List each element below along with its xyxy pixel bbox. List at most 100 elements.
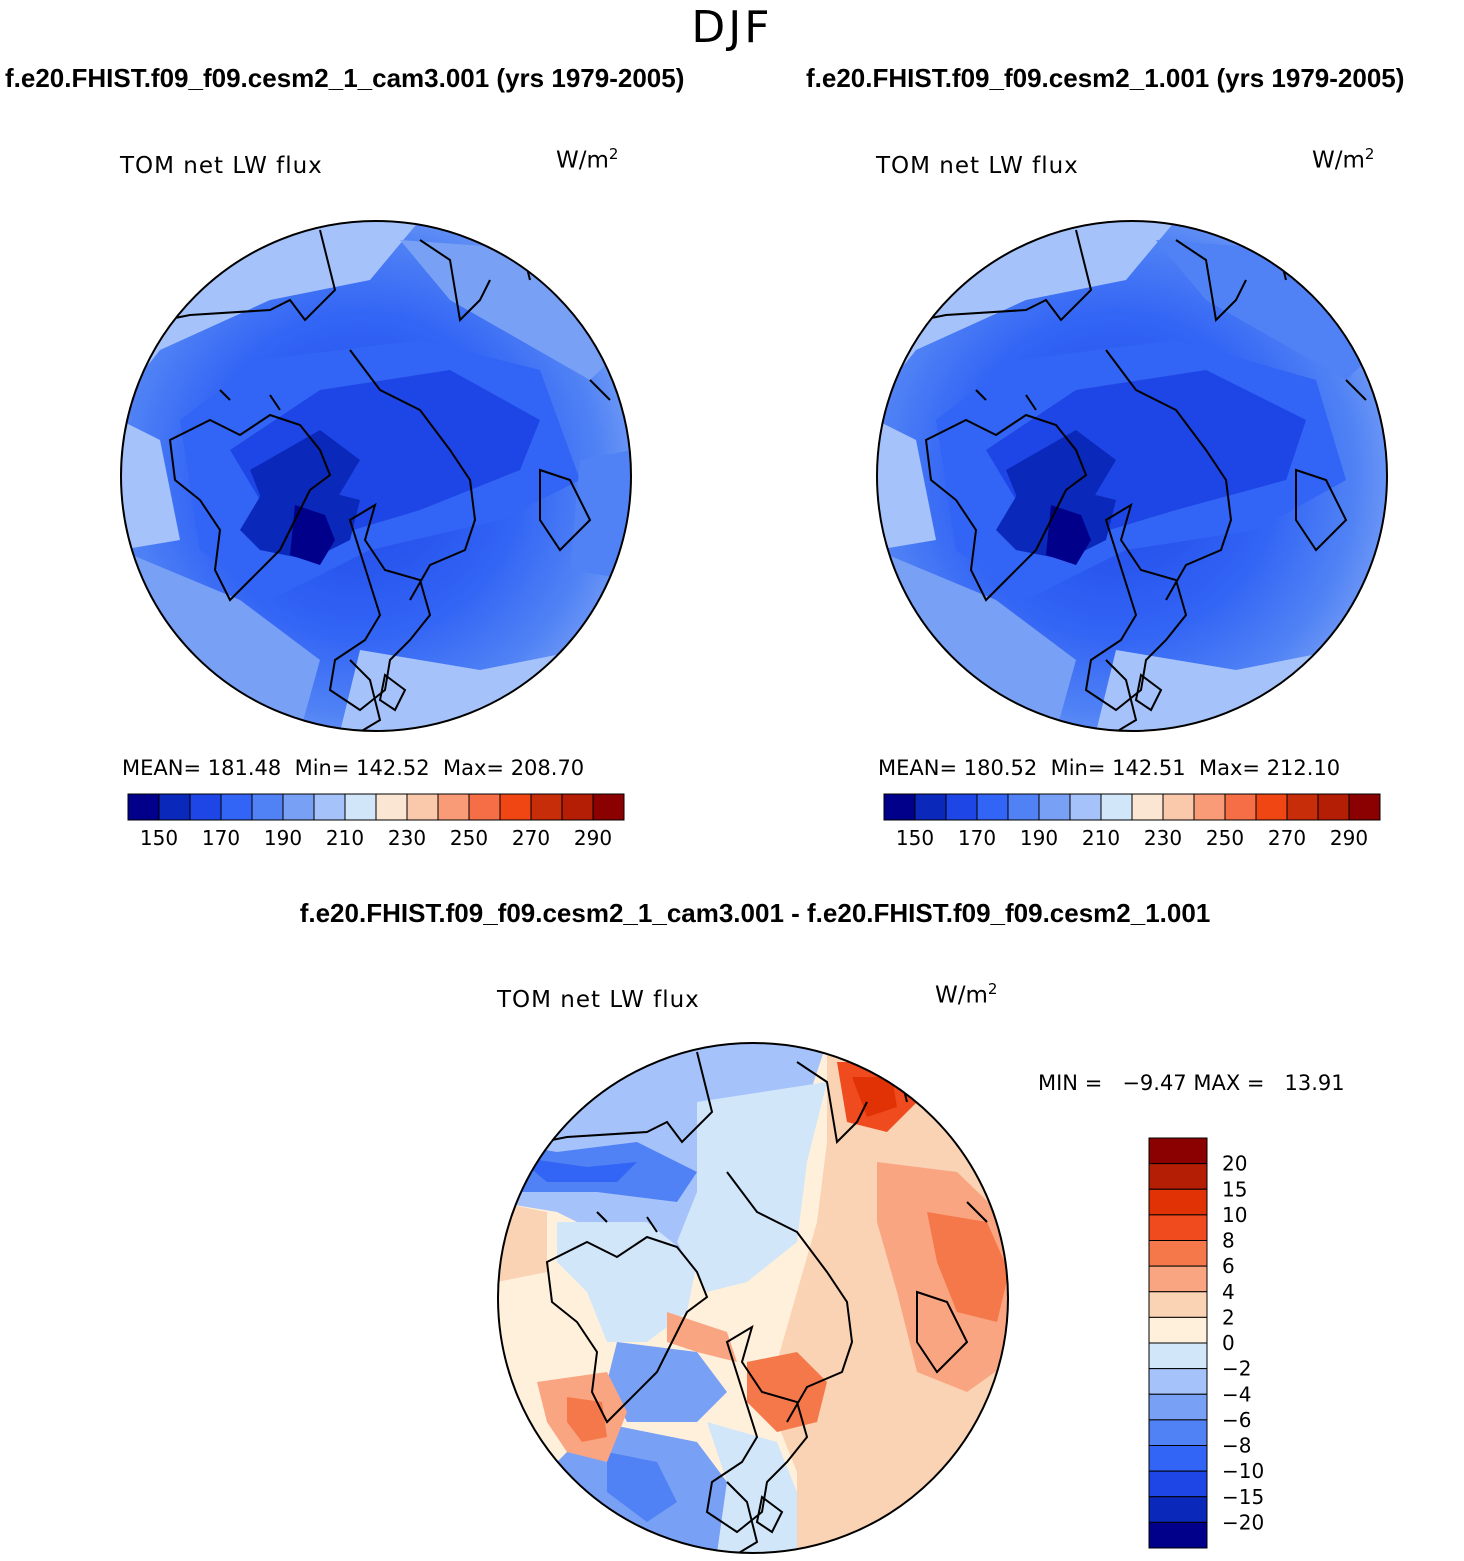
colorbar-tick-label: −20 xyxy=(1222,1510,1264,1534)
colorbar-tick-label: −2 xyxy=(1222,1357,1251,1381)
panel-1-polar-map xyxy=(120,220,632,732)
panel-2-min-label: Min= xyxy=(1050,756,1106,780)
panel-2-min-value: 142.51 xyxy=(1112,756,1186,780)
panel-2-colorbar: 150 170 190 210 230 250 270 290 xyxy=(883,793,1381,850)
season-title: DJF xyxy=(691,2,773,53)
colorbar-box xyxy=(592,793,625,821)
panel-2-case-title: f.e20.FHIST.f09_f09.cesm2_1.001 (yrs 197… xyxy=(806,63,1405,93)
colorbar-box xyxy=(313,793,346,821)
colorbar-box xyxy=(251,793,284,821)
colorbar-box xyxy=(530,793,563,821)
colorbar-box xyxy=(189,793,222,821)
panel-1-units: W/m2 xyxy=(556,145,619,174)
colorbar-box xyxy=(1148,1342,1208,1370)
panel-2-mean-label: MEAN= xyxy=(878,756,958,780)
colorbar-box xyxy=(1148,1291,1208,1318)
colorbar-box xyxy=(158,793,191,821)
panel-2-stats: MEAN= 180.52 Min= 142.51 Max= 212.10 xyxy=(878,756,1340,780)
panel-1-mean-value: 181.48 xyxy=(207,756,282,780)
colorbar-box xyxy=(437,793,470,821)
colorbar-box xyxy=(1148,1470,1208,1498)
panel-2-variable-label: TOM net LW flux xyxy=(876,153,1079,179)
colorbar-tick-label: −15 xyxy=(1222,1485,1264,1509)
colorbar-tick-label: 170 xyxy=(958,826,996,850)
colorbar-box xyxy=(1131,793,1164,821)
colorbar-box xyxy=(1100,793,1133,821)
colorbar-tick-label: 230 xyxy=(388,826,426,850)
colorbar-box xyxy=(914,793,947,821)
colorbar-box xyxy=(976,793,1009,821)
colorbar-tick-label: 210 xyxy=(326,826,364,850)
colorbar-box xyxy=(1224,793,1257,821)
colorbar-tick-label: 6 xyxy=(1222,1254,1235,1278)
colorbar-box xyxy=(1148,1393,1208,1421)
panel-1-min-label: Min= xyxy=(294,756,350,780)
colorbar-box xyxy=(883,793,916,821)
colorbar-box xyxy=(1148,1521,1208,1549)
colorbar-box xyxy=(468,793,501,821)
colorbar-box xyxy=(1148,1496,1208,1523)
colorbar-box xyxy=(1148,1265,1208,1293)
colorbar-tick-label: 170 xyxy=(202,826,240,850)
colorbar-box xyxy=(406,793,439,821)
colorbar-box xyxy=(1007,793,1040,821)
colorbar-tick-label: 8 xyxy=(1222,1229,1235,1253)
colorbar-box xyxy=(1148,1188,1208,1216)
colorbar-box xyxy=(1286,793,1319,821)
panel-1-max-value: 208.70 xyxy=(510,756,585,780)
colorbar-tick-label: −10 xyxy=(1222,1459,1264,1483)
panel-2-mean-value: 180.52 xyxy=(963,756,1038,780)
colorbar-tick-label: 270 xyxy=(1268,826,1306,850)
colorbar-box xyxy=(220,793,253,821)
panel-1-mean-label: MEAN= xyxy=(122,756,202,780)
colorbar-tick-label: 270 xyxy=(512,826,550,850)
panel-2-polar-map xyxy=(876,220,1388,732)
panel-2-max-value: 212.10 xyxy=(1266,756,1341,780)
colorbar-tick-label: 290 xyxy=(1330,826,1368,850)
colorbar-box xyxy=(1148,1240,1208,1267)
colorbar-tick-label: 230 xyxy=(1144,826,1182,850)
colorbar-tick-label: 190 xyxy=(264,826,302,850)
diff-variable-label: TOM net LW flux xyxy=(497,987,700,1013)
colorbar-tick-label: 250 xyxy=(1206,826,1244,850)
colorbar-tick-label: −6 xyxy=(1222,1408,1251,1432)
colorbar-tick-label: 15 xyxy=(1222,1177,1247,1201)
colorbar-box xyxy=(1148,1419,1208,1446)
colorbar-box xyxy=(1148,1368,1208,1395)
colorbar-tick-label: 10 xyxy=(1222,1203,1247,1227)
colorbar-box xyxy=(1162,793,1195,821)
colorbar-tick-label: 290 xyxy=(574,826,612,850)
colorbar-tick-label: 20 xyxy=(1222,1152,1247,1176)
colorbar-tick-label: −8 xyxy=(1222,1434,1251,1458)
panel-1-variable-label: TOM net LW flux xyxy=(120,153,323,179)
colorbar-box xyxy=(1038,793,1071,821)
panel-1-stats: MEAN= 181.48 Min= 142.52 Max= 208.70 xyxy=(122,756,584,780)
colorbar-tick-label: 4 xyxy=(1222,1280,1235,1304)
colorbar-tick-label: 250 xyxy=(450,826,488,850)
colorbar-box xyxy=(1069,793,1102,821)
diff-polar-map xyxy=(497,1042,1009,1554)
colorbar-box xyxy=(375,793,408,821)
colorbar-tick-label: 0 xyxy=(1222,1331,1235,1355)
colorbar-box xyxy=(945,793,978,821)
colorbar-box xyxy=(499,793,532,821)
panel-2-units: W/m2 xyxy=(1312,145,1375,174)
colorbar-tick-label: 150 xyxy=(140,826,178,850)
colorbar-tick-label: 190 xyxy=(1020,826,1058,850)
colorbar-box xyxy=(127,793,160,821)
panel-1-min-value: 142.52 xyxy=(356,756,430,780)
colorbar-tick-label: −4 xyxy=(1222,1382,1251,1406)
colorbar-box xyxy=(1148,1316,1208,1344)
panel-1-max-label: Max= xyxy=(442,756,504,780)
colorbar-tick-label: 210 xyxy=(1082,826,1120,850)
panel-1-case-title: f.e20.FHIST.f09_f09.cesm2_1_cam3.001 (yr… xyxy=(5,63,685,93)
colorbar-box xyxy=(1317,793,1350,821)
colorbar-box xyxy=(282,793,315,821)
colorbar-box xyxy=(561,793,594,821)
diff-minmax: MIN = −9.47 MAX = 13.91 xyxy=(1038,1071,1345,1095)
panel-1-colorbar: 150 170 190 210 230 250 270 290 xyxy=(127,793,625,850)
colorbar-box xyxy=(1148,1163,1208,1190)
colorbar-box xyxy=(344,793,377,821)
colorbar-box xyxy=(1148,1445,1208,1472)
